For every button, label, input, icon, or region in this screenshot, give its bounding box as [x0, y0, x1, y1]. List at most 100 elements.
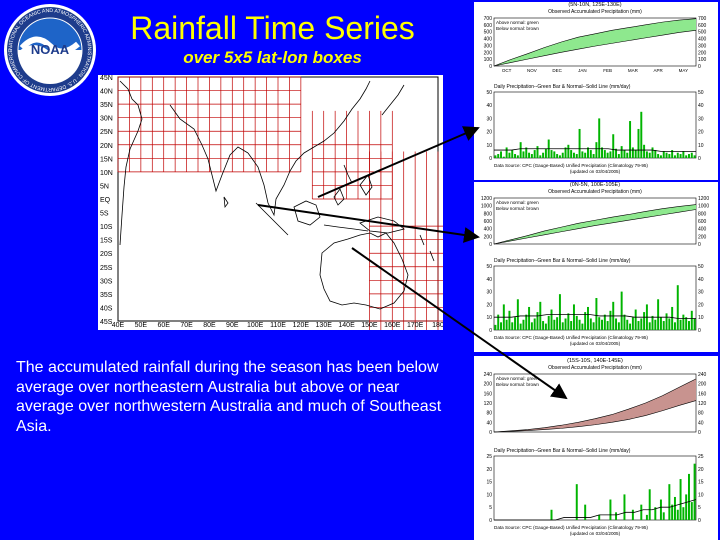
observed-line: [493, 18, 697, 67]
daily-bar: [662, 512, 665, 520]
y-tick-label: 40: [486, 420, 492, 426]
lat-label: 5S: [100, 211, 109, 218]
lat-label: 35S: [100, 292, 113, 299]
daily-bar: [553, 319, 556, 330]
x-tick-label: JAN: [578, 68, 587, 73]
daily-bar: [522, 151, 525, 158]
chart-subtitle: Observed Accumulated Precipitation (mm): [548, 365, 642, 371]
daily-bar: [648, 152, 651, 158]
chart-title: Daily Precipitation--Green Bar & Normal-…: [494, 84, 631, 90]
daily-bar: [516, 299, 519, 330]
daily-bar: [542, 152, 545, 158]
daily-bar: [662, 321, 665, 330]
daily-bar: [620, 146, 623, 158]
lat-label: 45N: [100, 75, 113, 82]
daily-bar: [693, 463, 696, 520]
daily-bar: [561, 152, 564, 158]
y-tick-label: 200: [484, 234, 493, 240]
lon-label: 70E: [180, 322, 193, 329]
daily-bar: [651, 315, 654, 330]
daily-bar: [508, 152, 511, 158]
y-tick-label-right: 80: [698, 411, 704, 417]
legend-entry: Below normal: brown: [496, 206, 539, 211]
y-tick-label-right: 0: [698, 64, 701, 70]
y-tick-label: 800: [484, 211, 493, 217]
chart-subtitle: Observed Accumulated Precipitation (mm): [548, 189, 642, 195]
daily-bar: [553, 151, 556, 158]
daily-bar: [589, 150, 592, 158]
x-tick-label: APR: [653, 68, 663, 73]
chart-panel-2: (0N-5N, 100E-105E) Observed Accumulated P…: [474, 182, 718, 352]
y-tick-label: 400: [484, 37, 493, 43]
daily-bar: [494, 324, 497, 330]
lon-label: 110E: [270, 322, 286, 329]
noaa-logo: NOAA NATIONAL OCEANIC AND ATMOSPHERIC AD…: [4, 4, 96, 96]
lat-label: 45S: [100, 319, 113, 326]
daily-bar: [581, 323, 584, 330]
y-tick-label: 20: [486, 130, 492, 136]
y-tick-label: 1200: [481, 196, 492, 202]
daily-bar: [668, 484, 671, 520]
daily-bar: [668, 318, 671, 330]
daily-bar: [578, 128, 581, 158]
x-tick-label: OCT: [502, 68, 512, 73]
daily-bar: [539, 155, 542, 158]
daily-bar: [673, 496, 676, 520]
daily-bar: [648, 489, 651, 520]
daily-bar: [502, 156, 505, 158]
daily-bar: [556, 317, 559, 330]
daily-bar: [693, 318, 696, 330]
y-tick-label-right: 10: [698, 315, 704, 321]
panel-3-svg: (15S-10S, 140E-145E)Observed Accumulated…: [484, 358, 707, 536]
plot-frame: [493, 197, 697, 245]
daily-bar: [544, 323, 547, 330]
y-tick-label-right: 0: [698, 328, 701, 334]
daily-bar: [617, 322, 620, 330]
daily-bar: [659, 155, 662, 158]
y-tick-label-right: 600: [698, 219, 707, 225]
observed-line: [493, 204, 697, 245]
daily-bar: [676, 509, 679, 520]
daily-bar: [595, 142, 598, 158]
daily-bar: [657, 154, 660, 158]
daily-bar: [615, 148, 618, 158]
y-tick-label: 40: [486, 103, 492, 109]
y-tick-label: 30: [486, 290, 492, 296]
daily-bar: [676, 285, 679, 330]
y-tick-label-right: 600: [698, 23, 707, 29]
daily-bar: [662, 151, 665, 158]
daily-bar: [615, 512, 618, 520]
lat-label: 5N: [100, 183, 109, 190]
lat-label: 40N: [100, 89, 113, 96]
y-tick-label: 1000: [481, 204, 492, 210]
daily-bar: [592, 154, 595, 158]
daily-bar: [654, 319, 657, 330]
daily-bar: [637, 321, 640, 330]
anomaly-area: [494, 378, 696, 432]
daily-bar: [606, 321, 609, 330]
lat-label: 25S: [100, 265, 113, 272]
y-tick-label: 200: [484, 382, 493, 388]
daily-bar: [564, 318, 567, 330]
y-tick-label: 50: [486, 90, 492, 96]
y-tick-label-right: 1200: [698, 196, 709, 202]
daily-bar: [688, 321, 690, 330]
lon-label: 50E: [135, 322, 148, 329]
daily-bar: [626, 152, 629, 158]
x-tick-label: FEB: [603, 68, 612, 73]
daily-bar: [629, 323, 632, 330]
daily-bar: [623, 314, 626, 330]
daily-bar: [584, 504, 587, 520]
daily-bar: [603, 150, 606, 158]
y-tick-label-right: 50: [698, 264, 704, 270]
daily-bar: [601, 147, 603, 158]
y-tick-label: 100: [484, 57, 493, 63]
daily-bar: [643, 144, 646, 158]
y-tick-label: 80: [486, 411, 492, 417]
lon-label: 180: [432, 322, 443, 329]
daily-bar: [530, 154, 533, 158]
daily-bar: [606, 152, 609, 158]
daily-bar: [671, 150, 674, 158]
observed-line: [493, 400, 697, 433]
lat-lon-map: 45N 40N 35N 30N 25N 20N 15N 10N 5N EQ 5S 10S 15S 20S 2…: [100, 75, 462, 335]
